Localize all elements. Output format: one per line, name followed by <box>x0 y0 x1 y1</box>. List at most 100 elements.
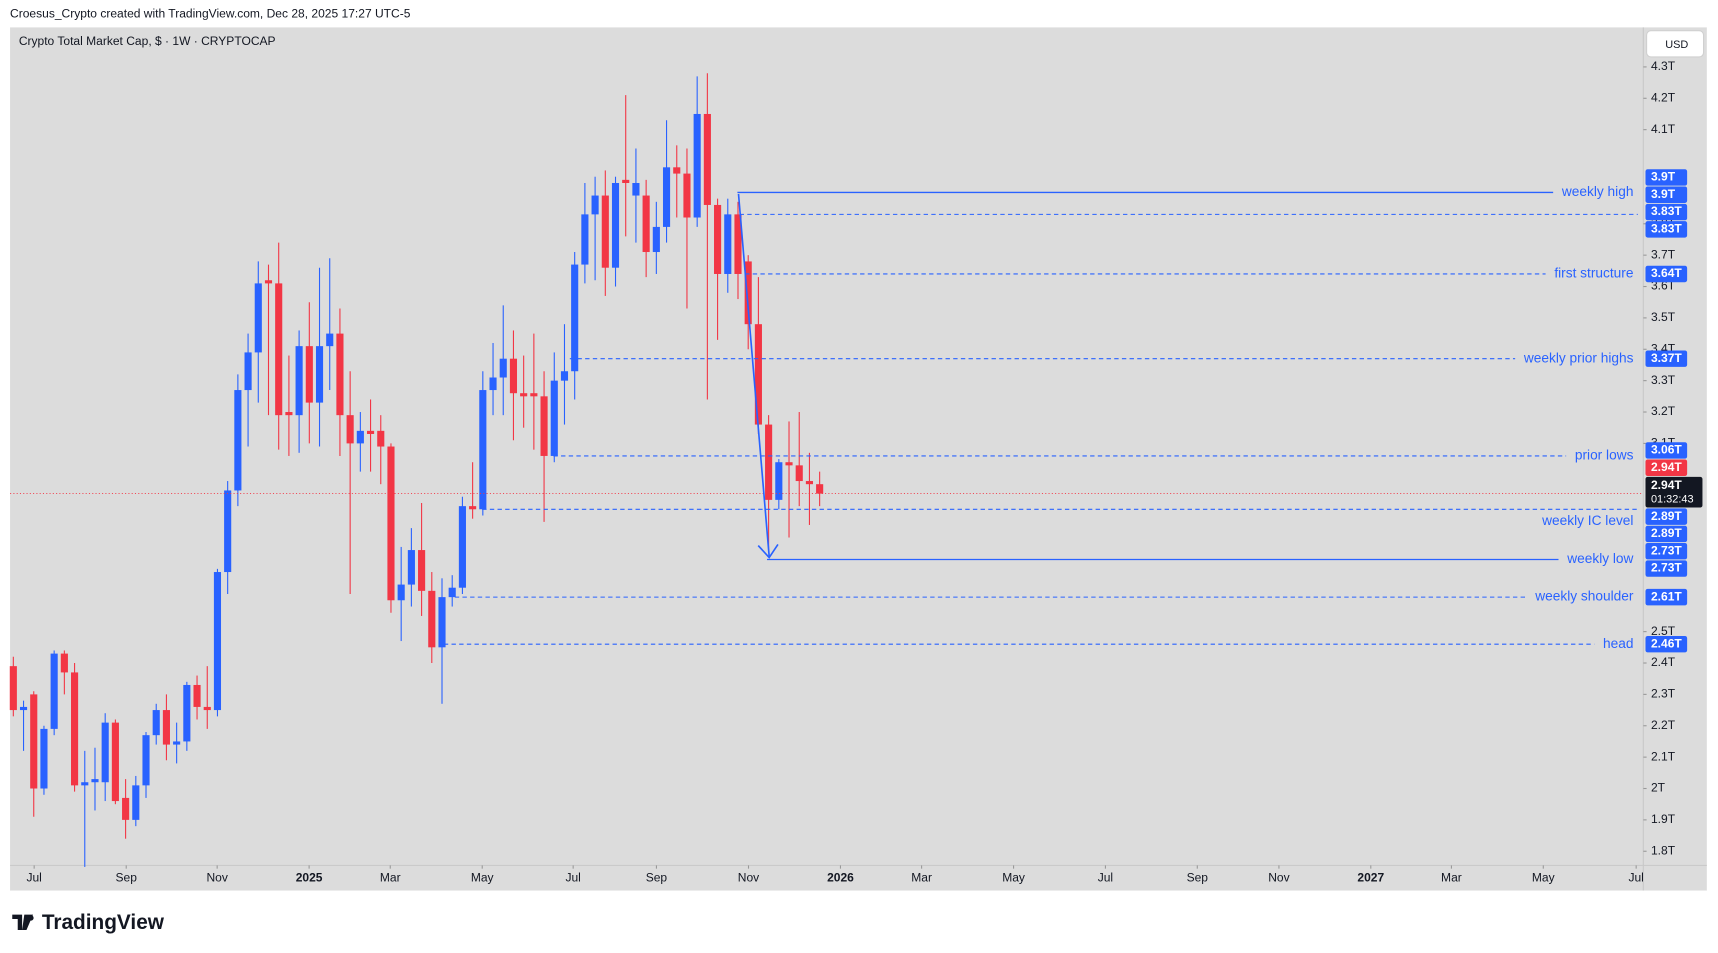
x-tick-label: Sep <box>116 871 138 885</box>
y-tick-label: 3.5T <box>1651 310 1676 324</box>
candle-body <box>489 377 497 391</box>
y-tick-label: 2.5T <box>1651 624 1676 638</box>
level-label: weekly prior highs <box>1523 350 1634 365</box>
candle-body <box>581 214 589 265</box>
candle-body <box>785 462 793 466</box>
candle-body <box>550 380 558 456</box>
candle-body <box>469 506 477 510</box>
candle-body <box>275 283 283 416</box>
candle-body <box>132 785 140 820</box>
candle-body <box>622 179 630 183</box>
x-tick-label: Sep <box>646 871 668 885</box>
candle-body <box>213 572 222 711</box>
y-tick-label: 3.6T <box>1651 279 1676 293</box>
price-tag: 3.9T <box>1645 169 1688 186</box>
x-tick-label: Jul <box>1628 871 1643 885</box>
price-tag-box <box>1645 442 1688 459</box>
y-tick-label: 2.3T <box>1651 687 1676 701</box>
candle-body <box>264 280 273 284</box>
price-tag-label: 2.73T <box>1651 543 1682 557</box>
x-tick-label: Jul <box>1098 871 1113 885</box>
candle-body <box>30 694 38 789</box>
candle-body <box>714 204 722 274</box>
y-tick-label: 1.8T <box>1651 843 1676 857</box>
candle-body <box>724 214 732 274</box>
y-tick-label: 3.2T <box>1651 404 1676 418</box>
x-tick-label: Mar <box>380 871 401 885</box>
x-tick-label: 2025 <box>296 871 323 885</box>
candle-body <box>428 590 436 648</box>
y-tick-label: 2.2T <box>1651 718 1676 732</box>
candle-body <box>224 490 232 573</box>
candle-body <box>183 684 191 742</box>
candle-body <box>101 722 109 783</box>
chart-background <box>10 27 1707 891</box>
level-label: weekly shoulder <box>1534 589 1634 604</box>
plot <box>9 73 1644 867</box>
candle-body <box>407 550 415 585</box>
level-label: weekly high <box>1561 184 1634 199</box>
price-tag: 2.89T <box>1645 525 1688 543</box>
candle-body <box>387 446 395 601</box>
candle-body <box>509 358 518 394</box>
price-tag-box <box>1645 169 1688 186</box>
price-tag: 3.37T <box>1645 350 1688 367</box>
x-tick-label: Sep <box>1187 871 1209 885</box>
price-tag-box <box>1645 635 1688 653</box>
candle-body <box>775 462 783 500</box>
price-tag-label: 2.89T <box>1651 526 1682 540</box>
candle-body <box>652 226 660 253</box>
trend-arrow <box>737 193 779 559</box>
currency-button[interactable] <box>1646 30 1705 58</box>
x-tick-label: May <box>1532 871 1555 885</box>
candle-body <box>744 261 752 325</box>
level-label: head <box>1603 636 1633 651</box>
candle-body <box>285 412 293 416</box>
candle-body <box>81 782 89 786</box>
candle-body <box>703 113 711 205</box>
price-tag-label: 2.94T <box>1651 478 1682 492</box>
y-tick-label: 2.4T <box>1651 655 1676 669</box>
level-label: first structure <box>1554 266 1633 281</box>
arrow-line <box>737 193 770 557</box>
candle-body <box>673 167 681 174</box>
x-tick-label: Nov <box>1268 871 1289 885</box>
candle-body <box>19 706 28 711</box>
price-tag-label: 3.37T <box>1651 351 1682 365</box>
price-tag: 2.61T <box>1645 588 1688 606</box>
candle-body <box>366 430 375 434</box>
candle-body <box>499 358 507 378</box>
x-tick-label: Jul <box>26 871 41 885</box>
candle-body <box>530 393 538 397</box>
candle-body <box>795 465 803 482</box>
candle-body <box>662 167 671 227</box>
candle-body <box>520 393 528 397</box>
x-tick-label: 2027 <box>1357 871 1384 885</box>
candle-body <box>254 283 262 353</box>
price-tag-box <box>1645 508 1688 525</box>
price-tag-label: 2.73T <box>1651 561 1682 575</box>
y-tick-label: 4.2T <box>1651 90 1676 104</box>
arrow-head <box>757 543 779 559</box>
chart-title: Crypto Total Market Cap, $ · 1W · CRYPTO… <box>19 34 276 48</box>
price-tag-label: 3.83T <box>1651 204 1682 218</box>
candle-body <box>734 214 742 274</box>
x-tick-label: May <box>1002 871 1025 885</box>
candle-body <box>642 195 650 253</box>
candle-body <box>805 481 813 485</box>
candle-body <box>754 324 762 425</box>
candle-body <box>418 550 426 591</box>
candle-body <box>305 346 313 403</box>
x-tick-label: Nov <box>738 871 759 885</box>
price-tag-label: 3.9T <box>1651 170 1676 184</box>
candle-body <box>397 584 405 601</box>
candle-body <box>479 390 487 510</box>
price-tag-box <box>1645 560 1688 577</box>
price-tag-box <box>1645 476 1703 508</box>
price-tag: 2.46T <box>1645 635 1688 653</box>
candle-body <box>60 653 68 673</box>
level-label: weekly IC level <box>1541 513 1633 528</box>
candle-body <box>816 484 824 494</box>
candle-body <box>315 346 324 403</box>
